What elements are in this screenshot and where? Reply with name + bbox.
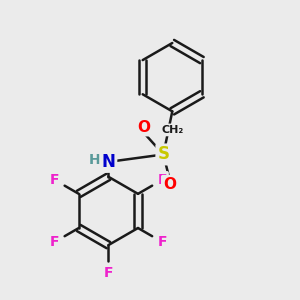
Text: F: F [103, 266, 113, 280]
Text: O: O [138, 120, 151, 135]
Text: O: O [163, 177, 176, 192]
Text: F: F [50, 173, 59, 187]
Text: F: F [158, 173, 167, 187]
Text: CH₂: CH₂ [161, 125, 183, 135]
Text: H: H [89, 153, 101, 167]
Text: F: F [158, 235, 167, 249]
Text: N: N [101, 153, 115, 171]
Text: F: F [50, 235, 59, 249]
Text: S: S [158, 146, 169, 164]
